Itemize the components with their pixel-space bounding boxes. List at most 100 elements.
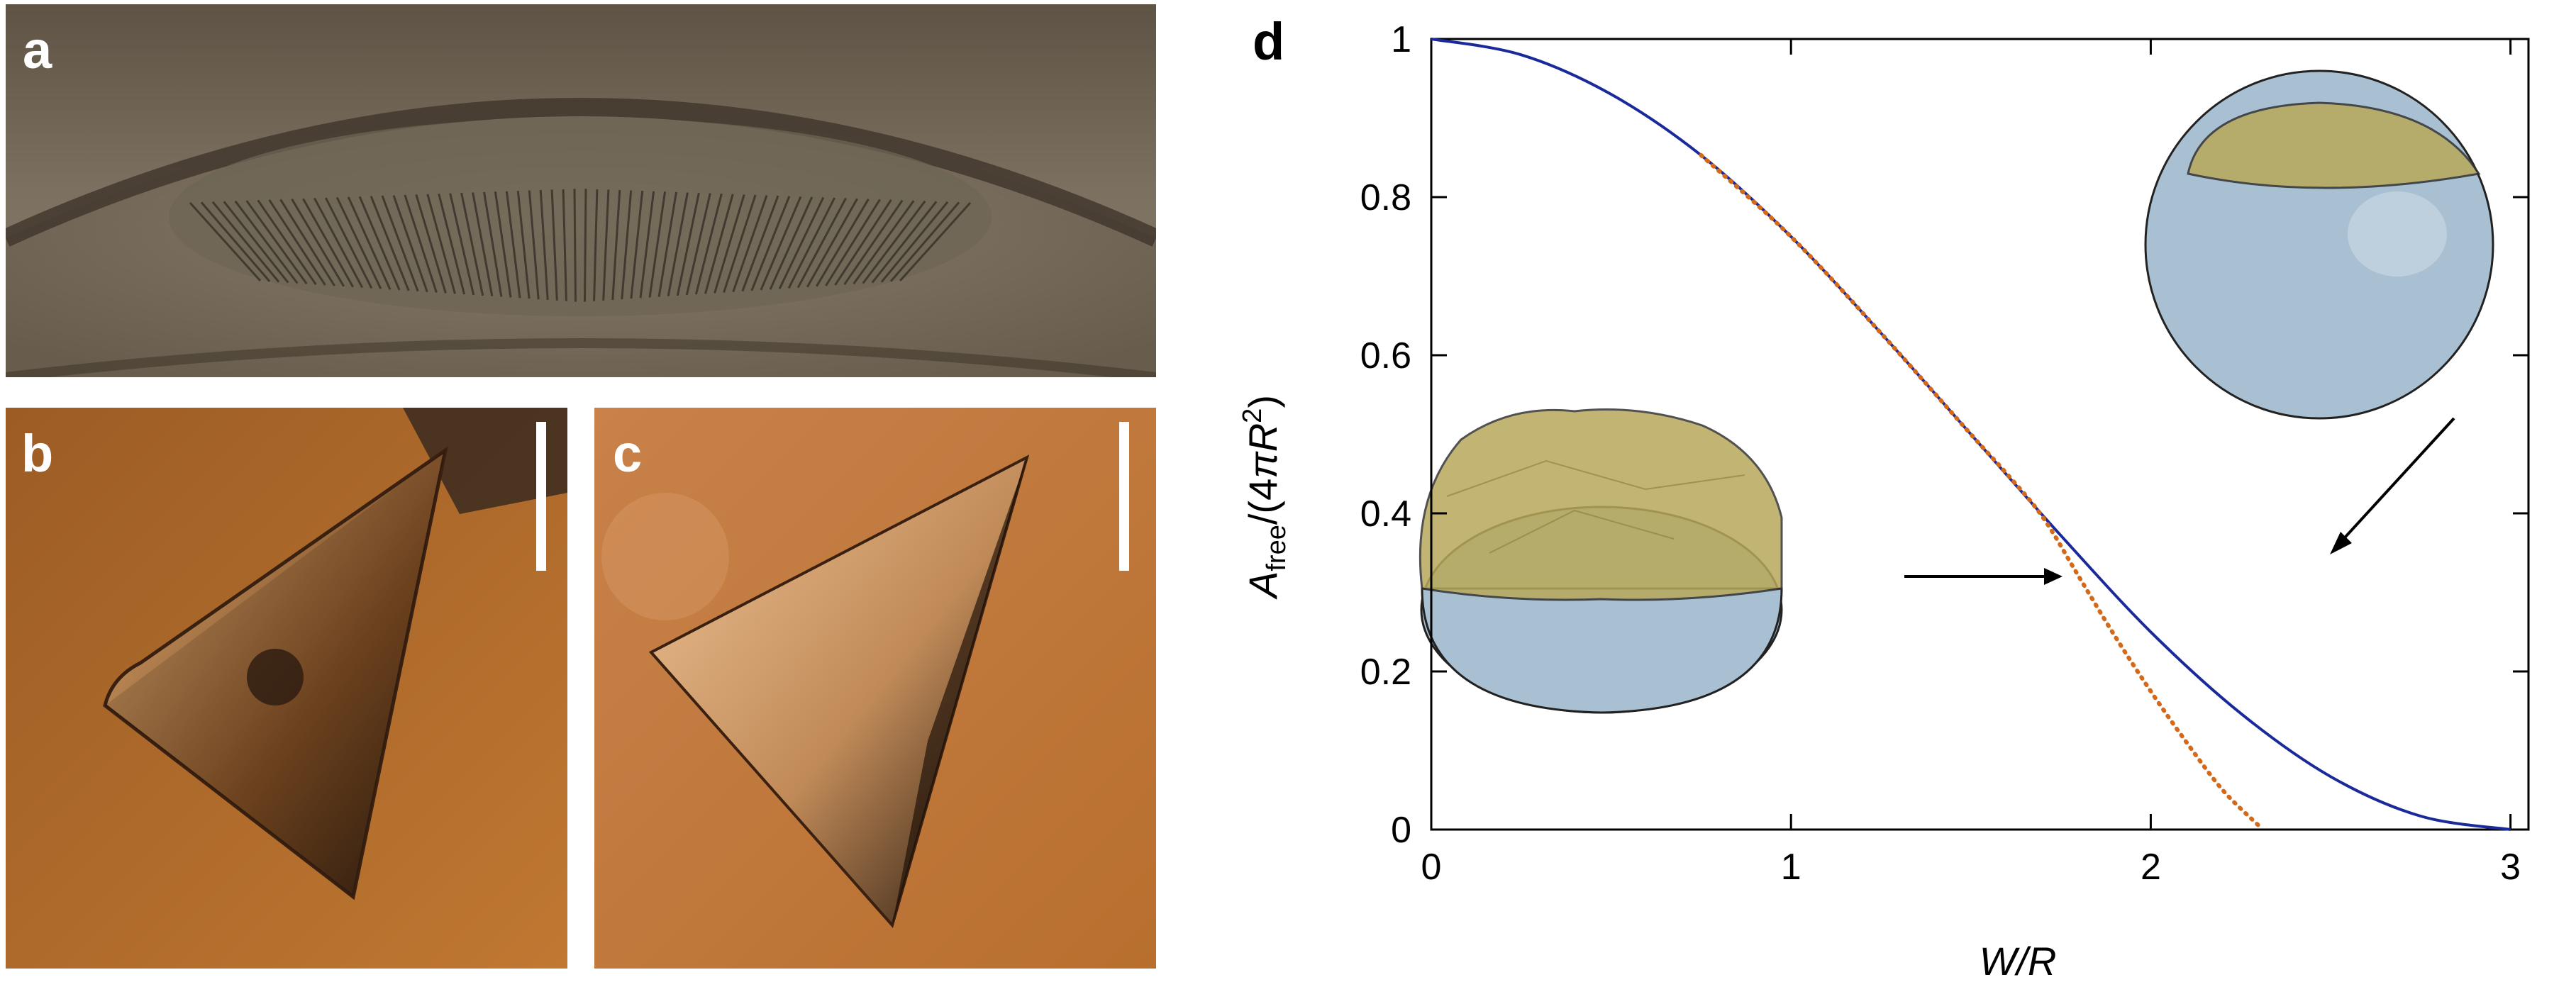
droplet-wrinkle-photo <box>6 4 1156 377</box>
wrinkle-line <box>621 190 633 300</box>
y-tick-label: 0.8 <box>1360 177 1411 218</box>
photo-panel-c: c <box>594 408 1156 969</box>
wrinkle-line <box>853 200 915 285</box>
wrinkle-line <box>657 191 677 297</box>
wrinkle-line <box>667 192 689 296</box>
x-tick-label: 1 <box>1781 847 1801 888</box>
wrinkle-line <box>449 193 475 296</box>
y-tick-label: 0.6 <box>1360 335 1411 376</box>
wrinkle-line <box>825 199 881 286</box>
wrinkle-line <box>573 189 577 302</box>
wrinkle-line <box>834 199 892 286</box>
wrinkle-line <box>787 197 836 289</box>
wrinkle-line <box>843 199 904 286</box>
wrinkle-line <box>302 198 355 288</box>
area-fraction-chart: 0 1 2 3 0 0.2 0.4 0.6 0.8 1 W/R Afree/(4πR2) <box>1238 19 2530 982</box>
wrinkle-line <box>392 195 428 293</box>
photo-panel-b: b <box>6 408 567 969</box>
photo-panel-a: a <box>6 4 1156 377</box>
wrinkle-line <box>550 189 558 301</box>
y-tick-label: 0.2 <box>1360 652 1411 693</box>
wrinkle-line <box>796 197 847 289</box>
faceted-cap-sphere-inset <box>1419 408 1783 714</box>
wrinkle-line <box>324 197 373 289</box>
wrinkle-line <box>685 193 711 296</box>
panel-label-c: c <box>613 424 643 483</box>
wrinkle-line <box>899 201 972 282</box>
wrinkle-line <box>415 194 447 294</box>
wrinkle-line <box>602 189 610 301</box>
wrinkle-line <box>760 196 802 291</box>
wrinkle-line <box>472 192 494 296</box>
wrinkle-line <box>714 194 745 294</box>
wrinkle-line <box>676 192 700 296</box>
wrinkle-line <box>245 200 308 285</box>
wrinkle-line <box>370 196 410 291</box>
wrinkle-line <box>279 199 335 286</box>
y-axis-title: Afree/(4πR2) <box>1238 395 1292 600</box>
y-axis-title-group: Afree/(4πR2) <box>1238 395 1292 600</box>
y-tick-label: 0.4 <box>1360 493 1411 535</box>
wrinkle-line <box>494 191 512 298</box>
wrinkle-line <box>630 191 644 299</box>
wrinkle-line <box>404 194 438 293</box>
wrinkle-line <box>741 195 779 292</box>
wrinkle-line <box>732 195 768 293</box>
x-tick-label: 0 <box>1421 847 1442 888</box>
y-tick-label: 1 <box>1391 19 1411 60</box>
wrinkle-line <box>880 201 949 283</box>
wrinkle-line <box>862 200 926 284</box>
x-axis-title: W/R <box>1980 939 2057 982</box>
scale-bar <box>1119 422 1129 571</box>
wrinkle-line <box>584 189 587 302</box>
wrinkle-line <box>806 198 858 288</box>
plot-frame <box>1430 38 2530 831</box>
wrinkle-line <box>694 193 723 295</box>
wrinkle-line <box>313 197 364 289</box>
wrinkle-line <box>200 201 271 282</box>
wrinkle-line <box>704 194 734 294</box>
chart-panel-d: d 0 1 2 3 0 0.2 0.4 0.6 0.8 1 W/R <box>1177 0 2576 982</box>
smooth-cap-sphere-inset <box>2144 69 2494 420</box>
wrinkle-line <box>347 196 392 290</box>
wrinkle-line <box>223 201 289 284</box>
panel-label-d: d <box>1253 12 1285 71</box>
wrinkle-line <box>562 189 567 301</box>
panel-label-b: b <box>21 424 54 483</box>
x-tick-label: 2 <box>2141 847 2161 888</box>
insets-layer <box>1419 69 2494 714</box>
wrinkle-line <box>335 196 382 289</box>
wrinkle-line <box>381 195 419 292</box>
triangle-crystal-photo-c <box>594 408 1156 969</box>
wrinkle-line <box>505 191 521 298</box>
triangle-crystal-photo-b <box>6 408 567 969</box>
wrinkle-line <box>189 201 262 282</box>
wrinkle-line <box>769 196 814 290</box>
wrinkle-line <box>778 196 825 289</box>
wrinkle-line <box>611 189 621 301</box>
wrinkle-line <box>483 191 503 297</box>
wrinkle-line <box>750 196 791 291</box>
panel-label-a: a <box>23 21 52 79</box>
wrinkle-line <box>539 189 549 301</box>
wrinkle-line <box>593 189 599 301</box>
wrinkle-line <box>438 193 466 295</box>
plot-layer: 0 1 2 3 0 0.2 0.4 0.6 0.8 1 <box>1360 19 2530 888</box>
wrinkle-line <box>211 201 280 283</box>
wrinkle-line <box>257 199 317 286</box>
wrinkle-line <box>268 199 326 286</box>
wrinkle-line <box>291 199 345 287</box>
wrinkle-line <box>358 196 401 291</box>
x-tick-label: 3 <box>2500 847 2521 888</box>
scale-bar <box>536 422 546 571</box>
arrows <box>1904 417 2455 585</box>
wrinkle-line <box>889 201 960 282</box>
wrinkle-line <box>426 194 456 294</box>
wrinkle-line <box>871 201 938 284</box>
wrinkle-line <box>516 191 531 299</box>
wrinkle-line <box>234 200 299 284</box>
wrinkle-line <box>648 191 667 298</box>
wrinkle-line <box>528 190 540 300</box>
wrinkle-line <box>460 192 484 296</box>
wrinkle-line <box>723 194 757 293</box>
